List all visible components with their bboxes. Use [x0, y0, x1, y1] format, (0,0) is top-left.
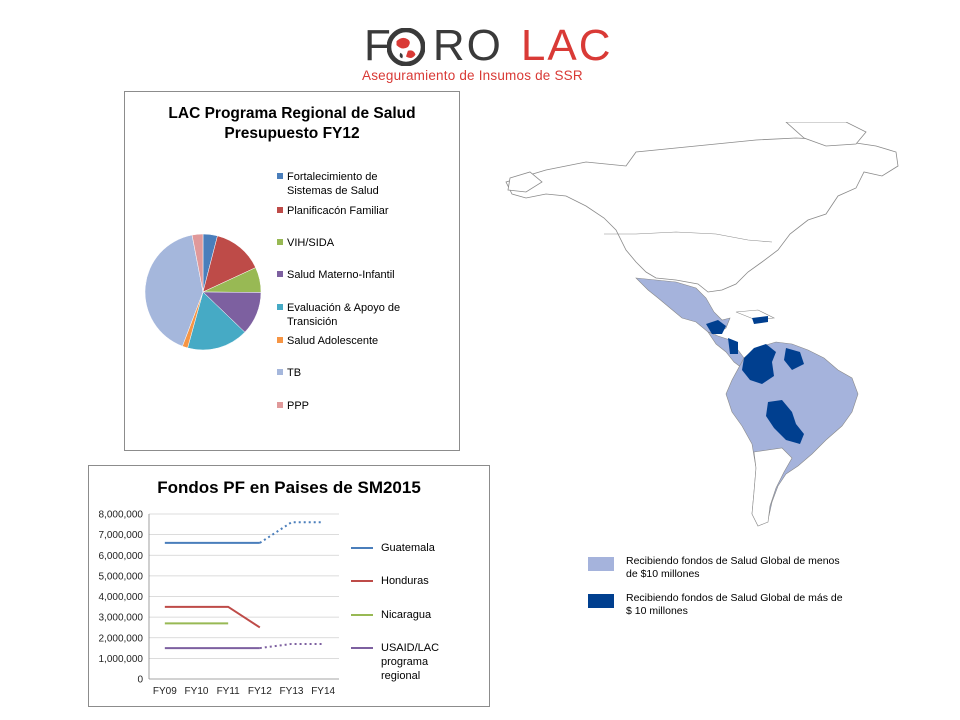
pie-chart-title-line: Presupuesto FY12	[224, 125, 360, 142]
pie-legend-label: VIH/SIDA	[287, 236, 334, 250]
pie-slice-4	[187, 291, 246, 351]
line-legend-swatch	[351, 614, 373, 616]
map-legend-swatch	[588, 594, 614, 608]
map-legend-line: Recibiendo fondos de Salud Global de más…	[626, 592, 843, 604]
line-chart: 0 1,000,000 2,000,000 3,000,000 4,000,000 5,0…	[99, 510, 339, 697]
y-tick-label: 5,000,000	[99, 571, 144, 582]
us-border	[604, 231, 773, 243]
x-tick-label: FY14	[311, 686, 335, 697]
pie-legend-label: Planificacón Familiar	[287, 204, 388, 218]
line-chart-title: Fondos PF en Paises de SM2015	[157, 478, 421, 497]
pie-legend-swatch	[277, 337, 283, 343]
line-legend-line: USAID/LAC programa	[381, 642, 440, 668]
x-tick-label: FY13	[280, 686, 304, 697]
pie-legend-swatch	[277, 271, 283, 277]
y-tick-label: 2,000,000	[99, 633, 144, 644]
pie-legend-swatch	[277, 304, 283, 310]
logo-tagline: Aseguramiento de Insumos de SSR	[362, 68, 583, 83]
pie-legend-line: Sistemas de Salud	[287, 185, 379, 197]
southern-cone-land	[751, 447, 793, 527]
line-legend-label: USAID/LAC programa regional	[381, 641, 487, 683]
nicaragua-region	[728, 338, 738, 354]
pie-chart-panel: LAC Programa Regional de Salud Presupues…	[124, 91, 460, 451]
mexico-region	[635, 277, 731, 335]
pie-legend-line: TB	[287, 367, 302, 379]
y-tick-label: 8,000,000	[99, 510, 144, 521]
pie-slice-7	[191, 233, 204, 293]
greenland-land	[785, 122, 867, 147]
americas-map	[505, 122, 899, 527]
map-legend-label: Recibiendo fondos de Salud Global de men…	[626, 555, 856, 581]
pie-legend-label: PPP	[287, 399, 309, 413]
line-chart-panel: Fondos PF en Paises de SM2015 0 1,000,000…	[88, 465, 490, 707]
y-tick-label: 7,000,000	[99, 530, 144, 541]
line-legend-line: Nicaragua	[381, 609, 432, 621]
pie-legend-line: PPP	[287, 400, 310, 412]
pie-legend-line: Evaluación & Apoyo de	[287, 302, 401, 314]
series-projection-0	[259, 521, 324, 544]
x-tick-label: FY11	[217, 686, 241, 697]
series-projection-3	[259, 642, 324, 650]
pie-chart-title-line: LAC Programa Regional de Salud	[168, 105, 416, 122]
pie-legend-line: Salud Materno-Infantil	[287, 269, 395, 281]
map-legend-line: $ 10 millones	[626, 605, 688, 617]
globe-icon	[387, 28, 425, 66]
y-tick-label: 0	[137, 675, 143, 686]
x-tick-label: FY09	[153, 686, 177, 697]
pie-legend-line: Transición	[287, 316, 338, 328]
line-legend-line: Honduras	[381, 575, 429, 587]
x-tick-label: FY10	[185, 686, 209, 697]
map-legend-line: de $10 millones	[626, 568, 700, 580]
pie-legend-swatch	[277, 207, 283, 213]
pie-chart	[144, 233, 262, 351]
pie-legend-swatch	[277, 402, 283, 408]
map-legend-swatch	[588, 557, 614, 571]
line-legend-swatch	[351, 580, 373, 582]
map-legend-line: Recibiendo fondos de Salud Global de men…	[626, 555, 840, 567]
pie-legend-label: Salud Adolescente	[287, 334, 378, 348]
logo-wordmark: F RO LAC	[364, 21, 613, 70]
pie-legend-label: Salud Materno-Infantil	[287, 268, 395, 282]
y-tick-label: 1,000,000	[99, 654, 144, 665]
pie-legend-line: Fortalecimiento de	[287, 171, 378, 183]
series-line-1	[164, 605, 261, 629]
pie-legend-label: TB	[287, 366, 301, 380]
y-tick-label: 4,000,000	[99, 592, 144, 603]
pie-chart-title: LAC Programa Regional de Salud Presupues…	[125, 104, 459, 144]
line-legend-line: regional	[381, 670, 421, 682]
pie-legend-line: Planificacón Familiar	[287, 205, 389, 217]
guatemala-honduras-region	[706, 320, 726, 334]
pie-legend-line: Salud Adolescente	[287, 335, 379, 347]
line-legend-label: Guatemala	[381, 541, 435, 555]
guyana-region	[784, 348, 804, 370]
line-legend-swatch	[351, 647, 373, 649]
alaska-land	[507, 171, 543, 193]
x-tick-label: FY12	[248, 686, 272, 697]
foro-lac-logo: F RO LAC Aseguramiento de Insumos de SSR	[360, 18, 620, 88]
pie-legend-swatch	[277, 239, 283, 245]
line-legend-label: Honduras	[381, 574, 429, 588]
y-tick-label: 3,000,000	[99, 613, 144, 624]
pie-legend-swatch	[277, 173, 283, 179]
bolivia-region	[766, 400, 804, 444]
y-tick-label: 6,000,000	[99, 551, 144, 562]
line-legend-line: Guatemala	[381, 542, 435, 554]
colombia-region	[742, 344, 776, 384]
north-america-land	[505, 137, 899, 293]
pie-slice-1	[202, 235, 256, 293]
map-legend-label: Recibiendo fondos de Salud Global de más…	[626, 592, 856, 618]
pie-legend-line: VIH/SIDA	[287, 237, 335, 249]
line-legend-swatch	[351, 547, 373, 549]
pie-legend-label: Fortalecimiento de Sistemas de Salud	[287, 170, 379, 198]
pie-slice-6	[144, 234, 204, 347]
pie-legend-swatch	[277, 369, 283, 375]
pie-legend-label: Evaluación & Apoyo de Transición	[287, 301, 400, 329]
line-legend-label: Nicaragua	[381, 608, 431, 622]
haiti-region	[752, 316, 768, 324]
